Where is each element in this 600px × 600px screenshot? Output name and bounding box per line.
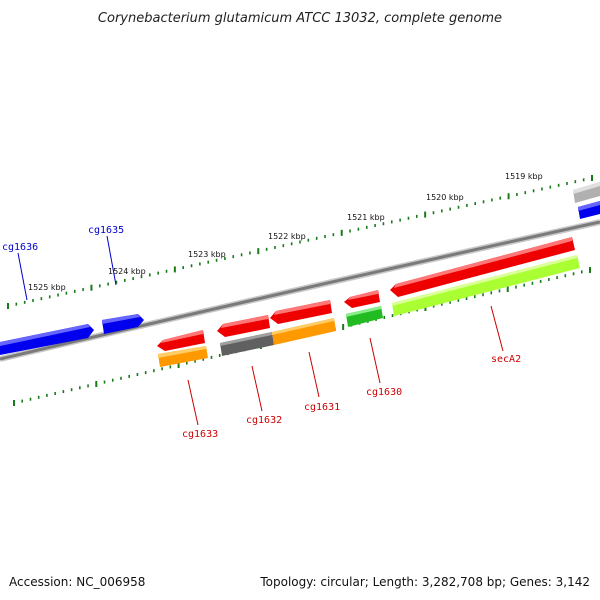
genome-backbone (0, 219, 600, 362)
tick-label-1521-kbp: 1521 kbp (347, 213, 385, 222)
gene-label-cg1632: cg1632 (246, 415, 282, 426)
tick-label-1519-kbp: 1519 kbp (505, 172, 543, 181)
gene-cg1631[interactable] (270, 300, 332, 324)
gene-label-cg1636: cg1636 (2, 242, 38, 253)
map-title: Corynebacterium glutamicum ATCC 13032, c… (98, 11, 502, 26)
feature-cg1633[interactable] (158, 346, 208, 367)
tick-label-1522-kbp: 1522 kbp (268, 232, 306, 241)
tick-label-1520-kbp: 1520 kbp (426, 193, 464, 202)
gene-cg1636[interactable] (0, 324, 94, 355)
outer-tick-ring (7, 175, 593, 309)
label-cg1631: cg1631 (304, 351, 340, 413)
tick-label-1525-kbp: 1525 kbp (28, 283, 66, 292)
gene-cg1632[interactable] (217, 315, 270, 337)
gene-cg1635[interactable] (102, 314, 144, 334)
gene-label-cg1635: cg1635 (88, 225, 124, 236)
tick-label-1523-kbp: 1523 kbp (188, 250, 226, 259)
tick-label-1524-kbp: 1524 kbp (108, 267, 146, 276)
gene-label-cg1630: cg1630 (366, 387, 402, 398)
label-secA2: secA2 (490, 305, 521, 365)
feature-cg1632[interactable] (220, 332, 274, 356)
label-cg1636: cg1636 (2, 242, 38, 301)
label-cg1635: cg1635 (88, 225, 124, 286)
footer-summary: Topology: circular; Length: 3,282,708 bp… (259, 575, 590, 589)
label-cg1633: cg1633 (182, 379, 218, 440)
gene-cg1630[interactable] (344, 290, 380, 308)
gene-label-secA2: secA2 (491, 354, 521, 365)
gene-secA2[interactable] (390, 237, 575, 297)
label-cg1630: cg1630 (366, 337, 402, 398)
feature-cg1630[interactable] (346, 306, 383, 327)
gene-label-cg1633: cg1633 (182, 429, 218, 440)
gene-blue-forward-edge[interactable] (578, 201, 600, 219)
footer-accession: Accession: NC_006958 (9, 575, 145, 589)
gene-light-gray-forward[interactable] (573, 182, 600, 203)
tick-labels: 1519 kbp 1520 kbp 1521 kbp 1522 kbp 1523… (28, 172, 543, 292)
feature-secA2[interactable] (392, 255, 580, 316)
label-cg1632: cg1632 (246, 365, 282, 426)
gene-cg1633[interactable] (157, 330, 205, 351)
gene-label-cg1631: cg1631 (304, 402, 340, 413)
feature-cg1631[interactable] (272, 318, 336, 345)
